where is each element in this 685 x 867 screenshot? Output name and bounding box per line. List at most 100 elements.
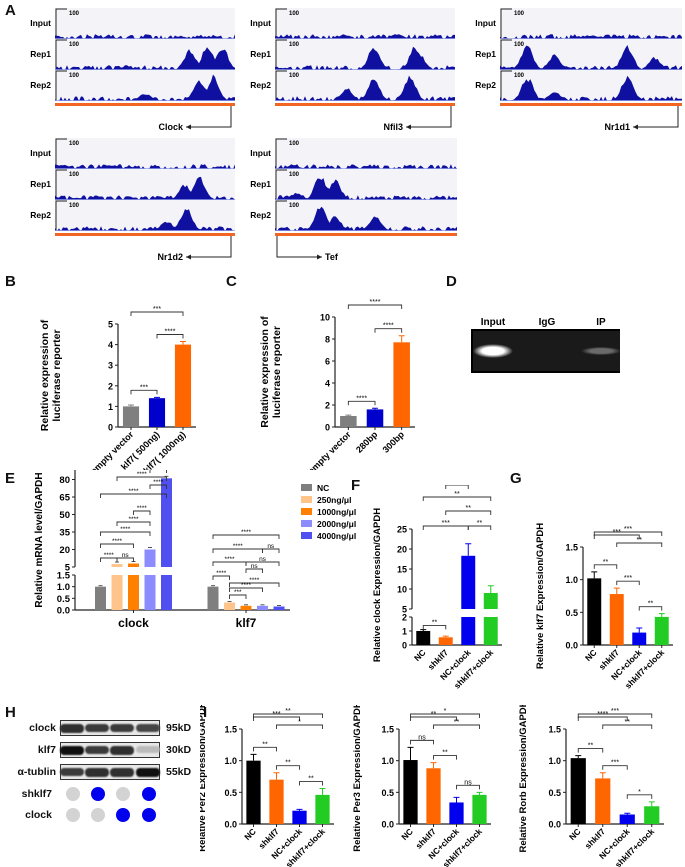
track-background (275, 200, 457, 231)
bar-upper-segment (161, 478, 172, 567)
significance-label: **** (597, 711, 608, 718)
bar (426, 768, 441, 824)
track-scale-bracket (55, 8, 67, 38)
condition-dot-off (116, 787, 130, 801)
track-row-label: Rep1 (30, 49, 51, 59)
error-bar (420, 629, 427, 631)
bar (619, 814, 635, 824)
significance-bracket (616, 542, 663, 547)
gel-lane-label: IgG (539, 317, 556, 328)
bar (174, 344, 192, 427)
track-background (55, 138, 235, 169)
y-tick-label: 1 (108, 402, 113, 412)
y-tick-label: 5 (108, 320, 113, 330)
x-tick-label: clock (118, 616, 149, 630)
panel-letter-e: E (5, 470, 16, 487)
significance-label: ** (466, 505, 472, 512)
significance-bracket (593, 531, 663, 536)
bar-lower-segment (111, 575, 123, 610)
gene-name-label: Clock (158, 122, 184, 132)
track-scale-bracket (55, 70, 67, 100)
y-tick-label: 1.5 (224, 725, 237, 735)
significance-bracket (156, 334, 184, 339)
track-scale-bracket (500, 8, 512, 38)
track-scale-label: 100 (514, 73, 525, 79)
track-scale-label: 100 (69, 203, 80, 209)
track-scale-label: 100 (289, 42, 300, 48)
significance-label: **** (216, 570, 227, 577)
significance-label: ** (308, 776, 314, 783)
significance-bracket (276, 724, 323, 729)
significance-bracket (245, 568, 263, 573)
significance-label: *** (442, 520, 450, 527)
significance-bracket (577, 713, 653, 718)
wb-row-label: clock (29, 722, 56, 734)
bar (246, 760, 261, 824)
chart-e-mrna-dose: 0.00.51.01.55203550658095clockklf7Relati… (34, 470, 356, 630)
track-scale-label: 100 (289, 11, 300, 17)
y-tick-label: 1.5 (381, 725, 394, 735)
track-background (275, 169, 457, 200)
chip-signal (275, 75, 455, 101)
error-bar (296, 808, 303, 811)
chip-signal (55, 164, 235, 169)
significance-bracket (410, 739, 434, 745)
wb-row-label: α-tublin (17, 766, 56, 778)
bar (449, 802, 464, 824)
track-scale-label: 100 (69, 73, 80, 79)
legend-swatch (301, 508, 312, 515)
significance-label: **** (241, 529, 252, 536)
y-tick-label: 0.5 (224, 788, 237, 798)
significance-bracket (229, 582, 280, 587)
track-row-label: Rep1 (30, 179, 51, 189)
gel-band (473, 344, 513, 358)
condition-dot-off (91, 808, 105, 822)
y-tick-label: 20 (397, 545, 407, 555)
y-tick-label: 1.0 (548, 756, 561, 766)
condition-label: clock (25, 809, 52, 821)
gene-body-bar (275, 103, 455, 106)
bar (257, 605, 268, 610)
significance-bracket (130, 389, 158, 395)
significance-label: **** (241, 582, 252, 589)
bar-lower-segment (144, 575, 156, 610)
y-tick-label: 2 (402, 613, 407, 623)
gene-body-bar (55, 103, 235, 106)
significance-bracket (116, 557, 134, 562)
x-tick-label: NC (399, 826, 415, 842)
chip-track-group: Input 100 Rep1 100 Rep2 100 Tef (250, 138, 457, 262)
bar (416, 631, 431, 645)
bar (240, 605, 252, 610)
chart-f-clock-expression: 012510152025NCshklf7NC+clockshklf7+clock… (372, 485, 502, 690)
y-tick-label: 25 (397, 525, 407, 535)
bar (570, 758, 586, 824)
chip-track-group: Input 100 Rep1 100 Rep2 100 Nr1d2 (30, 138, 235, 262)
significance-bracket (100, 493, 167, 498)
legend-label: 4000ng/μl (317, 531, 356, 541)
error-bar (128, 404, 134, 407)
significance-bracket (245, 561, 280, 566)
y-tick-label: 1.0 (224, 756, 237, 766)
significance-bracket (299, 781, 323, 786)
track-background (500, 8, 682, 39)
significance-bracket (410, 716, 457, 721)
bar (587, 578, 602, 645)
gene-body-bar (500, 103, 682, 106)
track-scale-label: 100 (69, 11, 80, 17)
gene-name-label: Tef (325, 252, 339, 262)
chart-g-klf7-expression: 0.00.51.01.5NCshklf7NC+clockshklf7+clock… (535, 523, 673, 690)
condition-dot-off (66, 808, 80, 822)
significance-bracket (212, 534, 280, 539)
track-row-label: Input (30, 18, 51, 28)
track-row-label: Rep2 (475, 80, 496, 90)
y-tick-label: 1.0 (381, 756, 394, 766)
significance-label: ns (464, 779, 472, 786)
track-scale-label: 100 (69, 141, 80, 147)
chip-track-group: Input 100 Rep1 100 Rep2 100 Nr1d1 (475, 8, 682, 132)
legend-swatch (301, 520, 312, 527)
wb-size-label: 95kD (166, 722, 192, 734)
significance-bracket (593, 534, 640, 539)
track-scale-label: 100 (514, 11, 525, 17)
significance-label: **** (249, 577, 260, 584)
legend-swatch (301, 496, 312, 503)
